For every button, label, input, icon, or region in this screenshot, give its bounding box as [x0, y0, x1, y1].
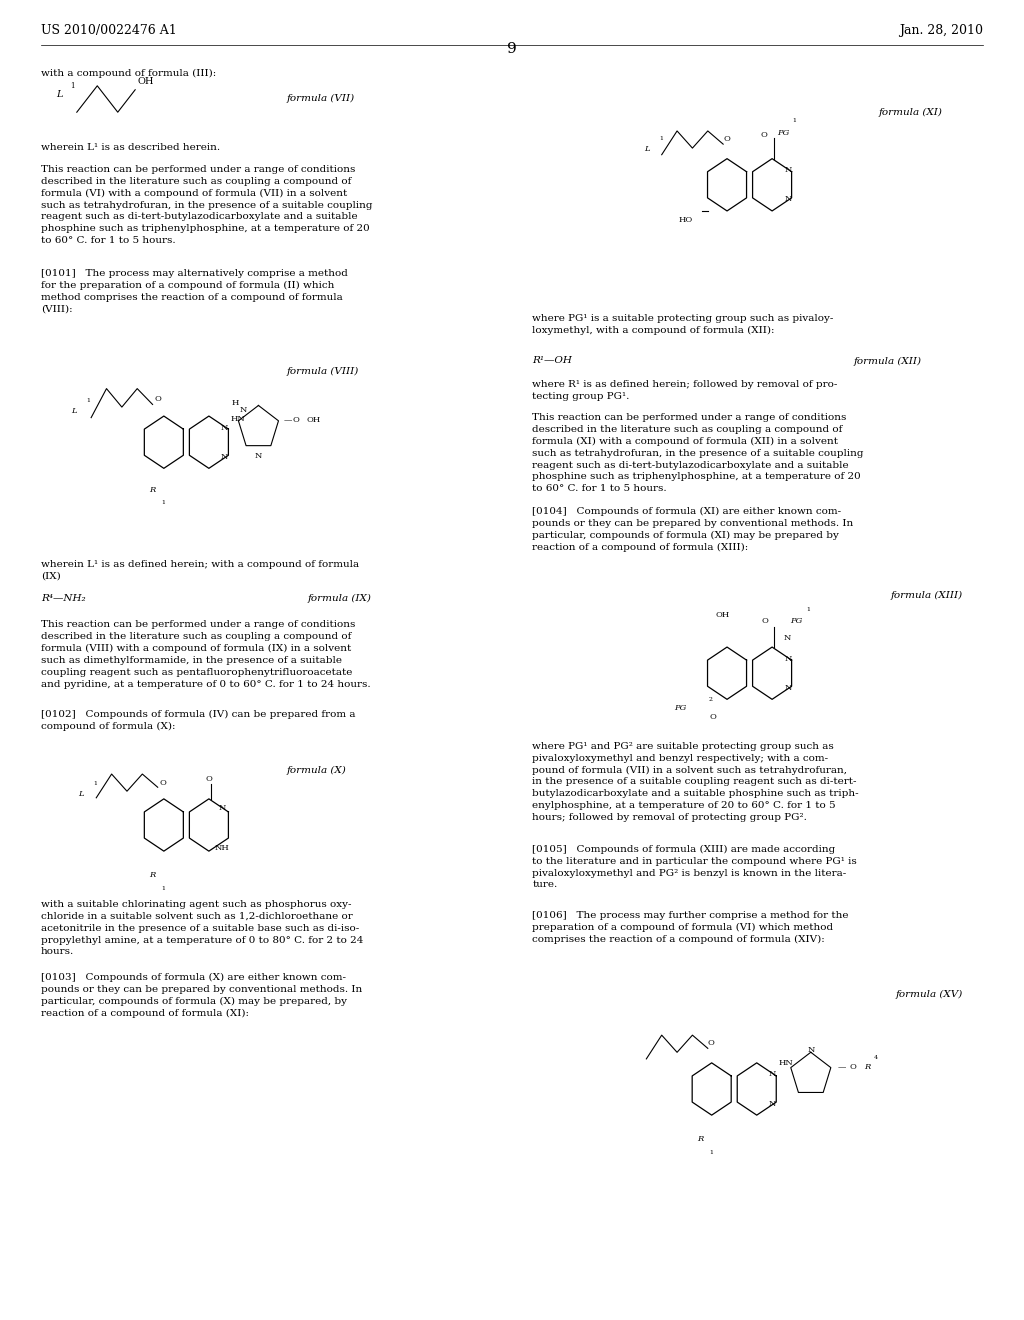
Text: OH: OH — [306, 416, 321, 424]
Text: formula (XIII): formula (XIII) — [891, 591, 963, 601]
Text: N: N — [219, 804, 226, 812]
Text: with a suitable chlorinating agent such as phosphorus oxy-
chloride in a suitabl: with a suitable chlorinating agent such … — [41, 900, 364, 957]
Text: formula (XI): formula (XI) — [879, 108, 942, 117]
Text: formula (VIII): formula (VIII) — [287, 367, 359, 376]
Text: This reaction can be performed under a range of conditions
described in the lite: This reaction can be performed under a r… — [532, 413, 864, 494]
Text: formula (XII): formula (XII) — [854, 356, 922, 366]
Text: [0101]   The process may alternatively comprise a method
for the preparation of : [0101] The process may alternatively com… — [41, 269, 348, 314]
Text: [0103]   Compounds of formula (X) are either known com-
pounds or they can be pr: [0103] Compounds of formula (X) are eith… — [41, 973, 362, 1018]
Text: R⁴—NH₂: R⁴—NH₂ — [41, 594, 86, 603]
Text: N: N — [221, 424, 228, 432]
Text: HN: HN — [230, 414, 246, 422]
Text: where PG¹ and PG² are suitable protecting group such as
pivaloxyloxymethyl and b: where PG¹ and PG² are suitable protectin… — [532, 742, 859, 822]
Text: 9: 9 — [507, 42, 517, 57]
Text: 1: 1 — [162, 500, 166, 506]
Text: O: O — [762, 616, 769, 624]
Text: N: N — [784, 655, 792, 663]
Text: 1: 1 — [806, 607, 810, 611]
Text: 1: 1 — [710, 1150, 714, 1155]
Text: 2: 2 — [709, 697, 713, 702]
Text: R: R — [150, 486, 156, 494]
Text: R: R — [864, 1063, 870, 1071]
Text: N: N — [784, 195, 792, 203]
Text: where R¹ is as defined herein; followed by removal of pro-
tecting group PG¹.: where R¹ is as defined herein; followed … — [532, 380, 838, 401]
Text: L: L — [79, 789, 84, 797]
Text: N: N — [784, 166, 792, 174]
Text: L: L — [72, 407, 77, 414]
Text: formula (IX): formula (IX) — [307, 594, 371, 603]
Text: PG: PG — [791, 616, 803, 624]
Text: R¹—OH: R¹—OH — [532, 356, 572, 366]
Text: O: O — [849, 1063, 856, 1071]
Text: L: L — [56, 90, 62, 99]
Text: formula (VII): formula (VII) — [287, 94, 355, 103]
Text: OH: OH — [716, 611, 730, 619]
Text: wherein L¹ is as described herein.: wherein L¹ is as described herein. — [41, 143, 220, 152]
Text: L: L — [644, 145, 649, 153]
Text: [0106]   The process may further comprise a method for the
preparation of a comp: [0106] The process may further comprise … — [532, 911, 849, 944]
Text: R: R — [697, 1135, 703, 1143]
Text: N: N — [783, 635, 791, 643]
Text: N: N — [255, 453, 262, 461]
Text: O: O — [723, 135, 730, 143]
Text: O: O — [206, 775, 212, 783]
Text: —: — — [838, 1063, 846, 1071]
Text: formula (XV): formula (XV) — [895, 990, 963, 999]
Text: US 2010/0022476 A1: US 2010/0022476 A1 — [41, 24, 177, 37]
Text: O: O — [761, 132, 768, 140]
Text: [0105]   Compounds of formula (XIII) are made according
to the literature and in: [0105] Compounds of formula (XIII) are m… — [532, 845, 857, 890]
Text: 1: 1 — [659, 136, 664, 141]
Text: HN: HN — [778, 1059, 794, 1067]
Text: O: O — [160, 779, 167, 787]
Text: Jan. 28, 2010: Jan. 28, 2010 — [899, 24, 983, 37]
Text: N: N — [221, 453, 228, 461]
Text: N: N — [769, 1100, 776, 1107]
Text: O: O — [709, 713, 716, 721]
Text: N: N — [240, 407, 247, 414]
Text: O: O — [155, 395, 162, 403]
Text: NH: NH — [215, 845, 229, 853]
Text: wherein L¹ is as defined herein; with a compound of formula
(IX): wherein L¹ is as defined herein; with a … — [41, 560, 359, 581]
Text: This reaction can be performed under a range of conditions
described in the lite: This reaction can be performed under a r… — [41, 620, 371, 689]
Text: where PG¹ is a suitable protecting group such as pivaloy-
loxymethyl, with a com: where PG¹ is a suitable protecting group… — [532, 314, 834, 335]
Text: 1: 1 — [71, 82, 75, 90]
Text: PG: PG — [777, 128, 790, 136]
Text: formula (X): formula (X) — [287, 766, 346, 775]
Text: 1: 1 — [93, 781, 97, 785]
Text: 1: 1 — [162, 886, 166, 891]
Text: [0104]   Compounds of formula (XI) are either known com-
pounds or they can be p: [0104] Compounds of formula (XI) are eit… — [532, 507, 854, 552]
Text: 4: 4 — [874, 1055, 879, 1060]
Text: 1: 1 — [793, 119, 797, 123]
Text: H: H — [231, 399, 240, 407]
Text: 1: 1 — [86, 399, 90, 403]
Text: O: O — [293, 416, 300, 424]
Text: —: — — [284, 416, 292, 424]
Text: PG: PG — [674, 704, 686, 711]
Text: This reaction can be performed under a range of conditions
described in the lite: This reaction can be performed under a r… — [41, 165, 373, 246]
Text: N: N — [769, 1071, 776, 1078]
Text: HO: HO — [679, 215, 693, 223]
Text: N: N — [807, 1045, 814, 1053]
Text: O: O — [708, 1039, 715, 1047]
Text: R: R — [150, 871, 156, 879]
Text: OH: OH — [137, 77, 154, 86]
Text: N: N — [784, 684, 792, 692]
Text: with a compound of formula (III):: with a compound of formula (III): — [41, 69, 216, 78]
Text: [0102]   Compounds of formula (IV) can be prepared from a
compound of formula (X: [0102] Compounds of formula (IV) can be … — [41, 710, 355, 731]
